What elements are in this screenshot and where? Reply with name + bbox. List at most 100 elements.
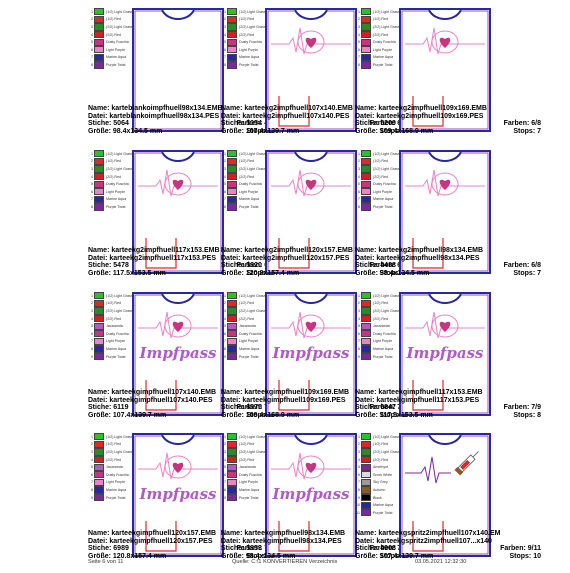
swatch-color-box	[361, 352, 371, 361]
swatch-color-box	[227, 165, 237, 173]
color-swatch-row: 1 (1/2) Light Grass	[88, 150, 148, 158]
color-swatch-row: 1 (1/2) Light Grass	[221, 433, 281, 441]
swatch-color-box	[94, 23, 104, 31]
design-name: Name: karteekgimpfhuell120x157.EMB	[88, 530, 216, 537]
swatch-label: Jacaranda	[106, 324, 123, 329]
swatch-color-box	[227, 448, 237, 456]
swatch-label: Light Purple	[106, 339, 126, 344]
swatch-number: 2	[224, 159, 226, 164]
swatch-label: Purple Twist	[373, 354, 393, 359]
color-swatch-row: 4 (2/2) Red	[221, 455, 281, 464]
swatch-color-box	[94, 448, 104, 456]
swatch-number: 5	[224, 324, 226, 329]
swatch-color-box	[361, 471, 371, 479]
color-count: Farben: 4/8	[236, 120, 274, 128]
swatch-number: 8	[224, 204, 226, 209]
swatch-color-box	[227, 53, 237, 61]
swatch-color-box	[361, 195, 371, 203]
color-swatch-row: 6 Dusty Fuschia	[221, 330, 281, 338]
design-name: Name: karteekg2impfhuell120x157.EMB	[221, 247, 353, 254]
swatch-number: 8	[224, 346, 226, 351]
swatch-label: (1/2) Red	[239, 17, 254, 22]
color-swatch-row: 6 Light Purple	[88, 46, 148, 54]
swatch-number: 6	[224, 47, 226, 52]
swatch-number: 3	[358, 24, 360, 29]
design-file: Datei: karteekg2impfhuell117x153.PES	[88, 254, 217, 262]
color-swatch-row: 1 (1/2) Light Grass	[355, 150, 415, 158]
color-swatch-list: 1 (1/2) Light Grass 2 (1/2) Red 3 (2/2) Light…	[355, 433, 415, 517]
color-swatch-row: 7 Marine Aqua	[88, 195, 148, 204]
swatch-number: 10	[356, 503, 360, 508]
color-swatch-row: 8 Purple Twist	[88, 61, 148, 69]
swatch-number: 3	[91, 166, 93, 171]
swatch-color-box	[227, 463, 237, 471]
embroidery-design-preview	[132, 150, 224, 279]
swatch-color-box	[361, 345, 371, 353]
swatch-label: Marine Aqua	[373, 503, 394, 508]
color-swatch-row: 5 Dusty Fuschia	[88, 180, 148, 188]
design-info: Name: karteekg2impfhuell109x169.EMB Datei…	[355, 105, 545, 135]
color-swatch-row: 2 (1/2) Red	[88, 299, 148, 308]
swatch-number: 4	[224, 32, 226, 37]
color-swatch-row: 5 Jacaranda	[88, 322, 148, 330]
swatch-color-box	[361, 61, 371, 69]
swatch-color-box	[361, 493, 371, 502]
swatch-number: 7	[224, 339, 226, 344]
color-swatch-row: 4 (2/2) Red	[355, 30, 415, 39]
color-swatch-row: 8 Purple Twist	[221, 61, 281, 69]
embroidery-design-preview	[132, 8, 224, 137]
stitch-count: Stiche: 6989	[88, 545, 129, 553]
color-count: Farben: 6/8	[369, 262, 407, 270]
swatch-color-box	[227, 322, 237, 330]
color-swatch-row: 8 Autumn	[355, 486, 415, 494]
swatch-color-box	[94, 455, 104, 464]
swatch-label: Light Purple	[106, 47, 126, 52]
swatch-color-box	[361, 448, 371, 456]
color-swatch-row: 5 Jacaranda	[355, 322, 415, 330]
color-swatch-row: 7 Marine Aqua	[88, 53, 148, 62]
swatch-number: 1	[224, 293, 226, 298]
swatch-label: (2/2) Red	[106, 32, 121, 37]
swatch-color-box	[94, 157, 104, 165]
swatch-number: 2	[91, 442, 93, 447]
swatch-number: 4	[224, 457, 226, 462]
swatch-label: Marine Aqua	[106, 487, 127, 492]
design-cell: 1 (1/2) Light Grass 2 (1/2) Red 3 (2/2) Light…	[355, 292, 545, 432]
swatch-label: (2/2) Light Grass	[239, 449, 266, 454]
color-swatch-row: 8 Purple Twist	[221, 203, 281, 211]
color-swatch-list: 1 (1/2) Light Grass 2 (1/2) Red 3 (2/2) Light…	[355, 150, 415, 211]
color-swatch-row: 6 Light Purple	[88, 188, 148, 196]
swatch-number: 7	[224, 55, 226, 60]
swatch-label: (2/2) Light Grass	[373, 24, 400, 29]
swatch-number: 8	[91, 487, 93, 492]
swatch-color-box	[361, 501, 371, 509]
swatch-number: 8	[358, 204, 360, 209]
stop-count: Stops: 8	[246, 552, 274, 560]
swatch-number: 8	[91, 204, 93, 209]
color-swatch-row: 1 (1/2) Light Grass	[221, 150, 281, 158]
swatch-number: 8	[91, 62, 93, 67]
swatch-color-box	[94, 433, 104, 441]
swatch-number: 11	[356, 510, 360, 515]
color-swatch-row: 4 (2/2) Red	[88, 455, 148, 464]
swatch-number: 8	[224, 487, 226, 492]
swatch-label: (1/2) Red	[106, 17, 121, 22]
color-swatch-row: 3 (2/2) Light Grass	[88, 448, 148, 456]
swatch-color-box	[227, 15, 237, 23]
embroidery-design-preview: Impfpass	[399, 292, 491, 421]
svg-text:Impfpass: Impfpass	[139, 344, 217, 362]
swatch-number: 7	[91, 55, 93, 60]
swatch-number: 6	[91, 472, 93, 477]
color-swatch-list: 1 (1/2) Light Grass 2 (1/2) Red 3 (2/2) Light…	[88, 292, 148, 361]
swatch-color-box	[361, 172, 371, 181]
color-swatch-list: 1 (1/2) Light Grass 2 (1/2) Red 3 (2/2) Light…	[355, 8, 415, 69]
swatch-color-box	[361, 292, 371, 300]
swatch-number: 8	[91, 346, 93, 351]
embroidery-design-preview	[399, 433, 491, 562]
swatch-label: (2/2) Red	[106, 316, 121, 321]
swatch-number: 2	[358, 17, 360, 22]
stop-count: Stops: 8	[513, 411, 541, 419]
swatch-color-box	[361, 180, 371, 188]
swatch-color-box	[94, 471, 104, 479]
embroidery-design-preview	[399, 8, 491, 137]
